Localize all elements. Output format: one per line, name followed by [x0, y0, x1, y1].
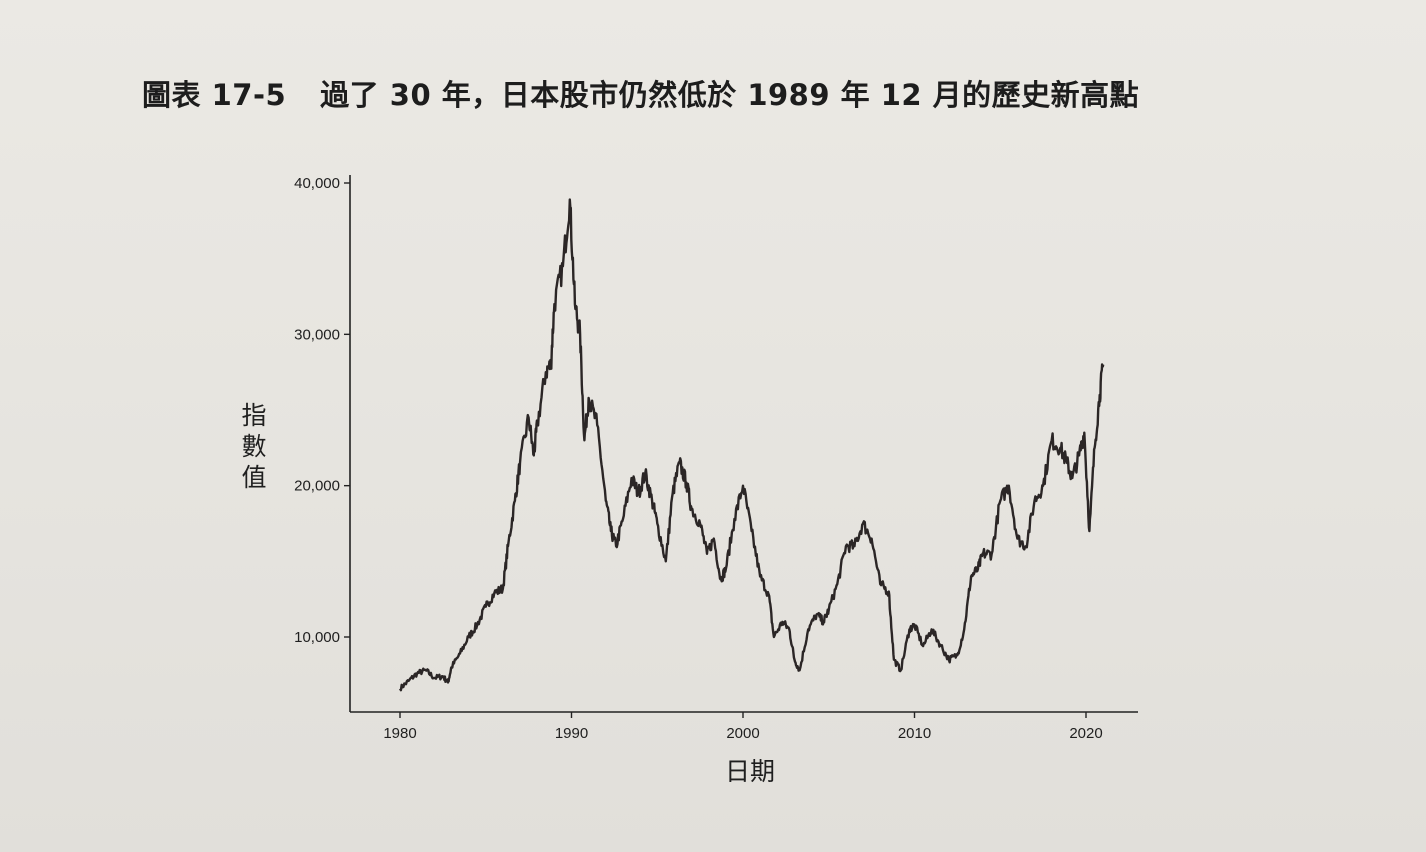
y-axis-ticks: 10,000 20,000 30,000 40,000: [294, 175, 350, 646]
axes: [349, 175, 1138, 713]
y-tick-label: 10,000: [294, 629, 340, 646]
x-tick-label: 2010: [898, 725, 931, 742]
figure-label: 圖表 17-5: [142, 78, 287, 112]
x-axis-title: 日期: [725, 757, 775, 786]
x-tick-label: 1990: [555, 725, 588, 742]
x-tick-label: 1980: [383, 725, 416, 742]
x-tick-label: 2000: [726, 725, 759, 742]
x-axis-ticks: 1980 1990 2000 2010 2020: [383, 712, 1103, 742]
series-layer: [398, 198, 1105, 692]
y-tick-label: 30,000: [294, 326, 340, 343]
y-axis-title: 指數值: [241, 401, 266, 492]
chart-title: 圖表 17-5 過了 30 年，日本股市仍然低於 1989 年 12 月的歷史新高…: [142, 72, 1139, 114]
y-tick-label: 20,000: [294, 478, 340, 495]
figure-title: 過了 30 年，日本股市仍然低於 1989 年 12 月的歷史新高點: [320, 78, 1140, 112]
y-tick-label: 40,000: [294, 175, 340, 192]
x-tick-label: 2020: [1069, 725, 1102, 742]
series-line: [398, 198, 1105, 692]
